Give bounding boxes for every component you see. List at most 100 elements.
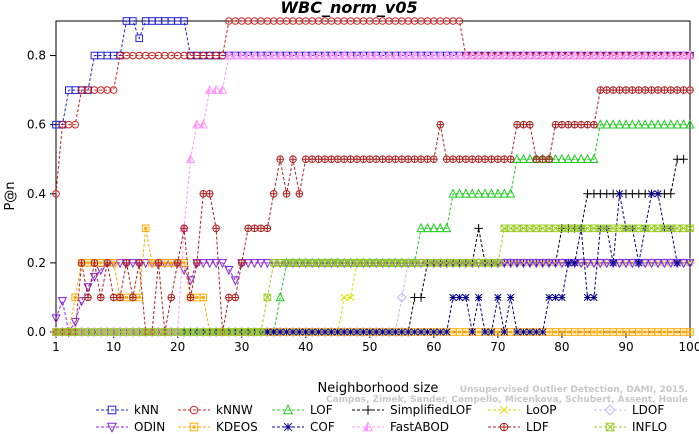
data-point-odin: [262, 259, 272, 269]
data-point-ldf: [276, 155, 284, 164]
data-point-fastabod: [653, 50, 663, 60]
data-point-fastabod: [685, 50, 695, 60]
data-point-fastabod: [217, 84, 228, 94]
data-point-ldf: [532, 155, 541, 164]
data-point-odin: [205, 259, 215, 269]
data-point-ldf: [474, 155, 483, 164]
data-point-ldf: [410, 155, 419, 164]
data-point-inflo: [532, 224, 541, 233]
data-point-odin: [217, 259, 228, 269]
data-point-fastabod: [185, 153, 196, 164]
data-point-cof: [654, 190, 662, 198]
y-tick-label: 0.6: [27, 118, 46, 132]
data-point-ldf: [564, 120, 573, 129]
data-point-cof: [532, 328, 540, 336]
data-point-fastabod: [275, 50, 285, 60]
data-point-kdeos: [141, 224, 150, 233]
data-point-fastabod: [403, 50, 413, 60]
data-point-fastabod: [352, 50, 362, 60]
data-point-odin: [653, 259, 663, 269]
data-point-lof: [512, 153, 522, 164]
data-point-ldf: [193, 259, 201, 267]
legend-marker: [499, 405, 509, 415]
data-point-ldf: [583, 120, 592, 129]
data-point-ldf: [526, 120, 534, 129]
data-point-lof: [422, 222, 433, 233]
data-point-ldf: [97, 293, 105, 302]
data-point-simplifiedlof: [679, 154, 688, 164]
data-point-ldf: [596, 86, 605, 94]
data-point-odin: [256, 259, 266, 269]
data-point-ldf: [321, 155, 329, 164]
data-point-odin: [640, 259, 650, 269]
data-point-lof: [621, 119, 631, 129]
data-point-cof: [302, 328, 310, 336]
data-point-fastabod: [371, 50, 381, 60]
data-point-fastabod: [243, 50, 253, 60]
data-point-cof: [340, 328, 348, 336]
data-point-fastabod: [614, 50, 625, 60]
watermark: Unsupervised Outlier Detection, DAMI, 20…: [326, 385, 688, 405]
data-point-ldf: [686, 86, 694, 94]
data-point-cof: [404, 328, 412, 336]
data-point-ldf: [404, 155, 413, 164]
data-point-odin: [249, 259, 260, 269]
data-point-ldf: [122, 259, 131, 267]
data-point-fastabod: [333, 50, 343, 60]
data-point-cof: [558, 293, 566, 302]
data-point-fastabod: [249, 50, 260, 60]
data-point-ldf: [602, 86, 611, 94]
data-point-knnw: [71, 120, 80, 129]
legend-label: LOF: [310, 403, 333, 417]
data-point-inflo: [622, 224, 630, 233]
data-point-odin: [77, 297, 87, 307]
y-tick-label: 0.8: [27, 49, 46, 63]
data-point-odin: [115, 259, 125, 269]
data-point-cof: [481, 328, 489, 336]
data-point-fastabod: [205, 84, 215, 94]
data-point-cof: [449, 293, 457, 302]
data-point-odin: [576, 259, 586, 269]
y-tick-label: 0.2: [27, 256, 46, 270]
series-ldof: [50, 257, 696, 338]
data-point-fastabod: [416, 50, 426, 60]
data-point-lof: [570, 153, 580, 164]
data-point-ldf: [340, 155, 348, 164]
data-point-lof: [582, 153, 593, 164]
data-point-fastabod: [538, 50, 548, 60]
data-point-lof: [672, 119, 682, 129]
data-point-ldf: [346, 155, 355, 164]
legend-label: LDF: [526, 420, 549, 434]
data-point-ldf: [430, 155, 438, 164]
data-point-cof: [455, 293, 464, 302]
chart-title: WBC_norm_v05: [280, 0, 417, 17]
x-tick-label: 20: [170, 340, 185, 354]
data-point-ldf: [609, 86, 617, 94]
data-point-ldf: [109, 293, 118, 302]
data-point-cof: [430, 328, 438, 336]
data-point-odin: [512, 259, 522, 269]
data-point-odin: [544, 259, 554, 269]
legend-marker: [363, 405, 373, 415]
data-point-ldf: [250, 224, 259, 233]
data-point-fastabod: [672, 50, 682, 60]
data-point-fastabod: [582, 50, 593, 60]
data-point-fastabod: [377, 50, 388, 60]
data-point-ldf: [372, 155, 381, 164]
series-line-inflo: [56, 227, 690, 333]
data-point-cof: [314, 328, 323, 336]
data-point-cof: [327, 328, 336, 336]
data-point-odin: [538, 259, 548, 269]
data-point-lof: [416, 222, 426, 233]
data-point-fastabod: [563, 50, 573, 60]
data-point-odin: [582, 259, 593, 269]
data-point-fastabod: [211, 84, 221, 94]
data-point-fastabod: [576, 50, 586, 60]
data-point-fastabod: [448, 50, 458, 60]
data-point-cof: [513, 328, 521, 336]
data-point-lof: [275, 292, 285, 302]
data-point-fastabod: [544, 50, 554, 60]
x-tick-label: 100: [679, 340, 699, 354]
data-point-fastabod: [595, 50, 605, 60]
